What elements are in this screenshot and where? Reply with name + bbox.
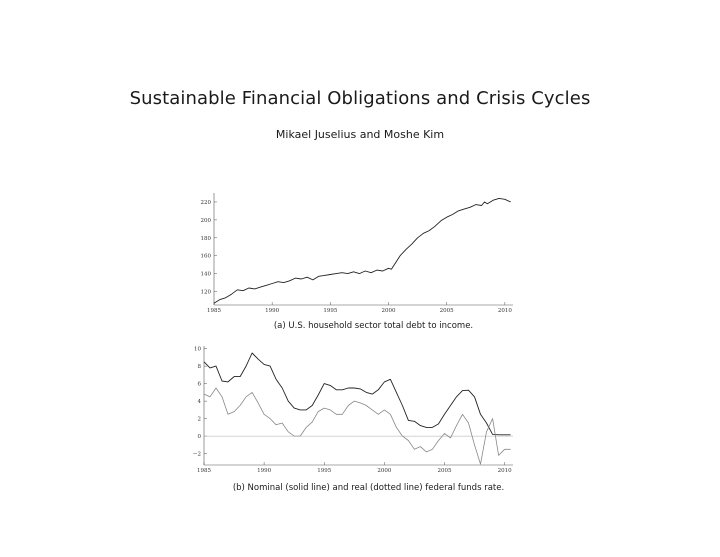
chart-a-y-tick-label: 160 bbox=[201, 254, 212, 260]
chart-a-caption: (a) U.S. household sector total debt to … bbox=[274, 321, 473, 331]
chart-a-y-tick-label: 140 bbox=[201, 272, 212, 278]
chart-a-x-tick-label: 2010 bbox=[498, 308, 512, 314]
chart-b-y-tick-label: −2 bbox=[193, 452, 201, 458]
chart-b-y-tick-label: 6 bbox=[198, 382, 202, 388]
chart-a-x-tick-label: 1985 bbox=[207, 308, 221, 314]
chart-b-y-tick-label: 2 bbox=[198, 417, 202, 423]
page-title: Sustainable Financial Obligations and Cr… bbox=[129, 88, 591, 109]
chart-b-y-tick-label: 4 bbox=[198, 399, 202, 405]
chart-a-x-tick-label: 1995 bbox=[323, 308, 337, 314]
chart-b-x-tick-label: 2000 bbox=[377, 468, 391, 474]
chart-b-caption: (b) Nominal (solid line) and real (dotte… bbox=[233, 483, 504, 493]
chart-a-y-tick-label: 220 bbox=[201, 200, 212, 206]
chart-a-x-tick-label: 2000 bbox=[382, 308, 396, 314]
chart-b-series-dotted-line bbox=[203, 387, 511, 465]
chart-a-x-tick-label: 1990 bbox=[265, 308, 279, 314]
chart-b-x-tick-label: 1990 bbox=[257, 468, 271, 474]
chart-b-x-tick-label: 2010 bbox=[498, 468, 512, 474]
chart-a-x-tick-label: 2005 bbox=[440, 308, 454, 314]
chart-a-y-tick-label: 120 bbox=[201, 290, 212, 296]
chart-b-y-tick-label: 0 bbox=[198, 434, 202, 440]
chart-a-y-tick-label: 200 bbox=[201, 218, 212, 224]
authors: Mikael Juselius and Moshe Kim bbox=[275, 128, 445, 141]
chart-a-y-tick-label: 180 bbox=[201, 236, 212, 242]
chart-a-series-solid-line bbox=[213, 197, 511, 304]
chart-b-x-tick-label: 1985 bbox=[197, 468, 211, 474]
chart-b-x-tick-label: 2005 bbox=[437, 468, 451, 474]
chart-b-series-solid-line bbox=[203, 352, 511, 436]
chart-b-y-tick-label: 8 bbox=[198, 364, 202, 370]
chart-b-y-tick-label: 10 bbox=[194, 347, 201, 353]
chart-b-x-tick-label: 1995 bbox=[317, 468, 331, 474]
